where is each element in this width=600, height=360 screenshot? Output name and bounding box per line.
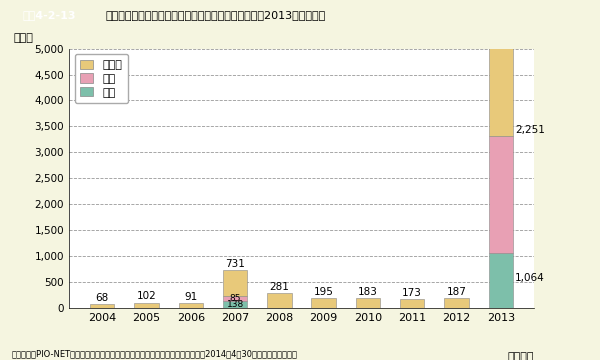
Text: 2,251: 2,251	[515, 125, 545, 135]
Bar	[444, 298, 469, 308]
Text: （年度）: （年度）	[508, 352, 534, 360]
Text: 「冷凍調理食品」の「危害・危険」に関する相談は、2013年度に急増: 「冷凍調理食品」の「危害・危険」に関する相談は、2013年度に急増	[105, 10, 325, 20]
Text: 281: 281	[269, 282, 289, 292]
Bar	[488, 0, 513, 136]
Text: 195: 195	[314, 287, 334, 297]
Text: （件）: （件）	[13, 33, 33, 44]
Text: 187: 187	[446, 287, 466, 297]
Bar	[488, 253, 513, 308]
Bar	[223, 301, 247, 308]
Bar	[223, 270, 247, 296]
Text: （備考）　PIO-NETに登録された「冷凍調理食品」に関する消費生活相談情報（2014年4月30日までの登録分）。: （備考） PIO-NETに登録された「冷凍調理食品」に関する消費生活相談情報（2…	[12, 349, 298, 358]
Bar	[90, 304, 115, 308]
Bar	[179, 303, 203, 308]
Text: 731: 731	[225, 259, 245, 269]
Bar	[267, 293, 292, 308]
Bar	[311, 298, 336, 308]
Bar	[356, 298, 380, 308]
Legend: その他, 危険, 危害: その他, 危険, 危害	[74, 54, 128, 103]
Text: 138: 138	[226, 300, 244, 309]
Text: 図表4-2-13: 図表4-2-13	[23, 10, 76, 20]
Text: 173: 173	[402, 288, 422, 298]
Bar	[223, 296, 247, 301]
Text: 102: 102	[137, 292, 157, 301]
Bar	[488, 136, 513, 253]
Text: 68: 68	[95, 293, 109, 303]
Bar	[400, 299, 424, 308]
Text: 183: 183	[358, 287, 378, 297]
Text: 85: 85	[229, 294, 241, 303]
Text: 91: 91	[184, 292, 197, 302]
Text: 1,064: 1,064	[515, 273, 545, 283]
Bar	[134, 302, 159, 308]
